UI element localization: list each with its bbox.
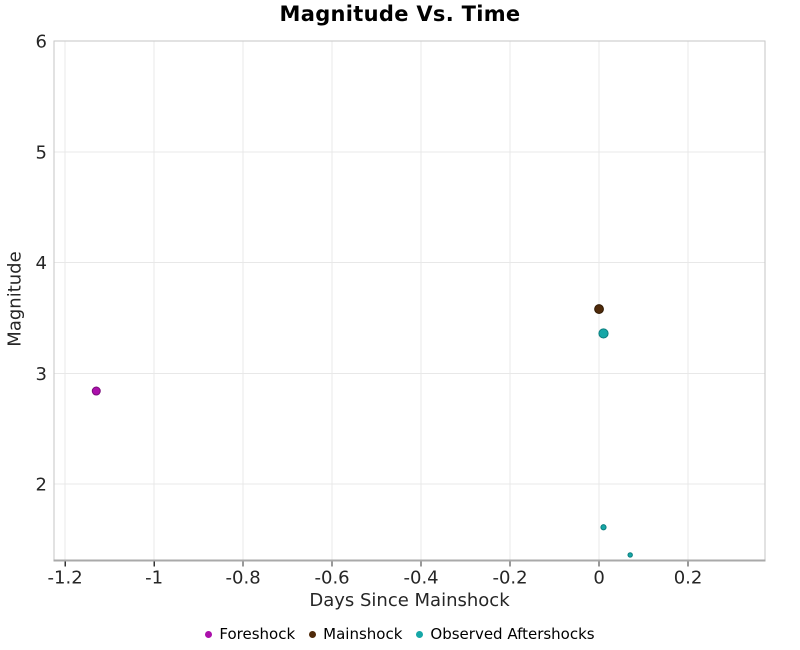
- data-point-observed-aftershocks[interactable]: [627, 552, 633, 558]
- x-tick-label: 0.2: [674, 568, 703, 589]
- plot-border: [53, 40, 766, 562]
- y-tick-label: 4: [36, 253, 47, 274]
- legend-label: Foreshock: [219, 625, 296, 643]
- legend-marker-icon: [416, 630, 424, 638]
- data-point-observed-aftershocks[interactable]: [598, 328, 609, 339]
- legend-item-observed-aftershocks[interactable]: Observed Aftershocks: [416, 625, 595, 643]
- legend-label: Mainshock: [323, 625, 403, 643]
- legend-label: Observed Aftershocks: [430, 625, 595, 643]
- legend-item-mainshock[interactable]: Mainshock: [309, 625, 402, 643]
- legend-marker-icon: [309, 630, 317, 638]
- y-axis-label: Magnitude: [4, 251, 26, 347]
- x-axis-label: Days Since Mainshock: [309, 590, 510, 611]
- legend: Foreshock Mainshock Observed Aftershocks: [0, 625, 800, 643]
- chart-title: Magnitude Vs. Time: [279, 2, 521, 26]
- x-tick-label: -0.6: [315, 568, 350, 589]
- data-point-mainshock[interactable]: [594, 304, 604, 314]
- x-tick-label: -1.2: [48, 568, 83, 589]
- legend-marker-icon: [205, 630, 213, 638]
- data-point-foreshock[interactable]: [91, 386, 101, 396]
- y-tick-label: 3: [36, 364, 47, 385]
- y-tick-label: 5: [36, 142, 47, 163]
- y-tick-label: 6: [36, 32, 47, 53]
- y-tick-label: 2: [36, 475, 47, 496]
- data-point-observed-aftershocks[interactable]: [600, 524, 607, 531]
- x-tick-label: -0.4: [404, 568, 439, 589]
- x-tick-label: -0.2: [492, 568, 527, 589]
- x-tick-label: -0.8: [226, 568, 261, 589]
- x-tick-label: 0: [593, 568, 604, 589]
- x-tick-label: -1: [145, 568, 163, 589]
- legend-item-foreshock[interactable]: Foreshock: [205, 625, 295, 643]
